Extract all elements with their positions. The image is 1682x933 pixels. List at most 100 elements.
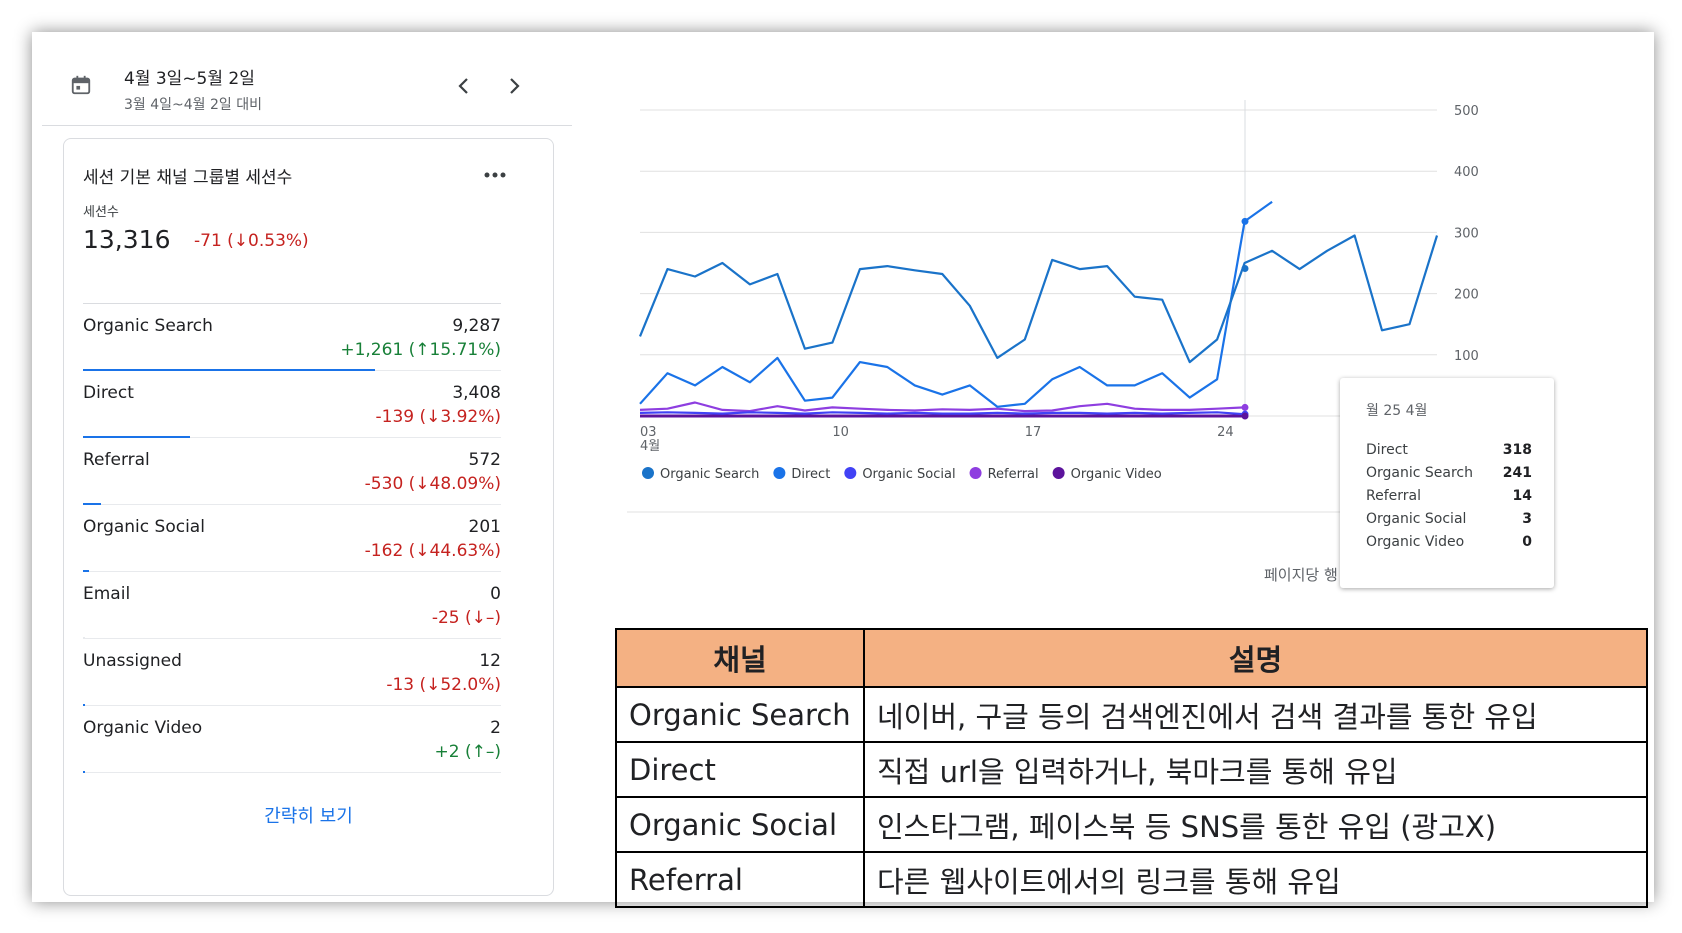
table-cell-description: 인스타그램, 페이스북 등 SNS를 통한 유입 (광고X) bbox=[863, 796, 1648, 853]
channel-share-bar bbox=[83, 637, 85, 639]
compare-range-label: 3월 4일~4월 2일 대비 bbox=[124, 97, 262, 113]
chevron-right-icon[interactable] bbox=[502, 74, 526, 98]
tooltip-row: Organic Search 241 bbox=[1366, 465, 1532, 481]
date-range-label[interactable]: 4월 3일~5월 2일 bbox=[124, 69, 255, 89]
channel-share-bar bbox=[83, 570, 89, 572]
channel-delta: -139 (↓3.92%) bbox=[375, 407, 502, 427]
chevron-left-icon[interactable] bbox=[452, 74, 476, 98]
metric-total: 13,316 bbox=[83, 225, 171, 254]
series-line bbox=[639, 401, 1245, 413]
table-row: Organic Social 인스타그램, 페이스북 등 SNS를 통한 유입 … bbox=[615, 796, 1648, 853]
table-row: Organic Search 네이버, 구글 등의 검색엔진에서 검색 결과를 … bbox=[615, 686, 1648, 743]
tooltip-series-name: Organic Video bbox=[1366, 534, 1465, 550]
legend-label: Organic Video bbox=[1071, 467, 1162, 482]
channel-sessions: 12 bbox=[479, 651, 501, 671]
legend-swatch bbox=[844, 467, 857, 479]
rows-per-page-label: 페이지당 행 bbox=[1264, 566, 1338, 584]
channel-sessions: 2 bbox=[490, 718, 501, 738]
y-tick-label: 400 bbox=[1454, 165, 1479, 180]
channel-delta: -25 (↓–) bbox=[431, 608, 501, 628]
x-tick-label: 24 bbox=[1217, 425, 1234, 440]
screenshot-frame: 4월 3일~5월 2일 3월 4일~4월 2일 대비 세션 기본 채널 그룹별 … bbox=[32, 32, 1654, 908]
x-tick-label: 10 bbox=[832, 425, 849, 440]
channel-delta: +2 (↑–) bbox=[434, 742, 501, 762]
channel-delta: -13 (↓52.0%) bbox=[386, 675, 501, 695]
legend-swatch bbox=[773, 467, 786, 479]
table-cell-channel: Referral bbox=[615, 851, 865, 908]
tooltip-series-value: 3 bbox=[1522, 511, 1532, 527]
channel-sessions: 0 bbox=[490, 584, 501, 604]
channel-share-bar bbox=[83, 771, 85, 773]
table-header-description: 설명 bbox=[863, 628, 1648, 688]
show-less-link[interactable]: 간략히 보기 bbox=[264, 806, 353, 827]
channel-share-bar bbox=[83, 436, 190, 438]
channel-list: Organic Search 9,287 +1,261 (↑15.71%) Di… bbox=[83, 303, 501, 773]
channel-name: Organic Search bbox=[83, 316, 213, 336]
channel-row[interactable]: Unassigned 12 -13 (↓52.0%) bbox=[83, 639, 501, 706]
table-row: Referral 다른 웹사이트에서의 링크를 통해 유입 bbox=[615, 851, 1648, 908]
legend-label: Referral bbox=[988, 467, 1039, 482]
more-options-icon[interactable] bbox=[482, 165, 508, 185]
sessions-by-channel-card: 세션 기본 채널 그룹별 세션수 세션수 13,316 -71 (↓0.53%)… bbox=[63, 138, 554, 896]
channel-row[interactable]: Email 0 -25 (↓–) bbox=[83, 572, 501, 639]
legend-label: Organic Search bbox=[660, 467, 759, 482]
legend-swatch bbox=[642, 467, 654, 479]
hover-point bbox=[1241, 412, 1249, 420]
table-cell-channel: Organic Search bbox=[615, 686, 865, 743]
tooltip-date: 월 25 4월 bbox=[1366, 403, 1428, 419]
tooltip-row: Direct 318 bbox=[1366, 442, 1532, 458]
chart-tooltip: 월 25 4월 Direct 318 Organic Search 241 Re… bbox=[1340, 378, 1554, 588]
card-title: 세션 기본 채널 그룹별 세션수 bbox=[83, 168, 293, 188]
table-cell-description: 네이버, 구글 등의 검색엔진에서 검색 결과를 통한 유입 bbox=[863, 686, 1648, 743]
channel-name: Unassigned bbox=[83, 651, 182, 671]
tooltip-row: Organic Social 3 bbox=[1366, 511, 1532, 527]
legend-label: Organic Social bbox=[862, 467, 955, 482]
tooltip-series-name: Organic Search bbox=[1366, 465, 1474, 481]
table-cell-channel: Direct bbox=[615, 741, 865, 798]
tooltip-series-value: 14 bbox=[1512, 488, 1532, 504]
channel-row[interactable]: Referral 572 -530 (↓48.09%) bbox=[83, 438, 501, 505]
tooltip-series-value: 318 bbox=[1502, 442, 1532, 458]
x-tick-label: 03 bbox=[640, 425, 657, 440]
channel-row[interactable]: Organic Video 2 +2 (↑–) bbox=[83, 706, 501, 773]
date-range-bar[interactable]: 4월 3일~5월 2일 3월 4일~4월 2일 대비 bbox=[42, 32, 572, 126]
hover-point bbox=[1241, 403, 1249, 411]
hover-point bbox=[1241, 217, 1249, 225]
y-tick-label: 300 bbox=[1454, 226, 1479, 241]
table-cell-channel: Organic Social bbox=[615, 796, 865, 853]
legend-swatch bbox=[1052, 467, 1065, 479]
series-line bbox=[638, 234, 1439, 364]
channel-share-bar bbox=[83, 704, 85, 706]
channel-sessions: 572 bbox=[468, 450, 501, 470]
channel-name: Direct bbox=[83, 383, 134, 403]
channel-share-bar bbox=[83, 503, 101, 505]
calendar-icon[interactable] bbox=[70, 74, 92, 96]
tooltip-row: Referral 14 bbox=[1366, 488, 1532, 504]
channel-row[interactable]: Organic Social 201 -162 (↓44.63%) bbox=[83, 505, 501, 572]
channel-description-table: 채널 설명 Organic Search 네이버, 구글 등의 검색엔진에서 검… bbox=[615, 628, 1648, 908]
channel-sessions: 201 bbox=[468, 517, 501, 537]
channel-sessions: 3,408 bbox=[452, 383, 501, 403]
channel-name: Organic Social bbox=[83, 517, 205, 537]
channel-share-bar bbox=[83, 369, 375, 371]
series-line bbox=[639, 200, 1273, 408]
channel-sessions: 9,287 bbox=[452, 316, 501, 336]
tooltip-series-name: Organic Social bbox=[1366, 511, 1467, 527]
legend-swatch bbox=[969, 467, 982, 479]
series-line bbox=[639, 411, 1245, 416]
y-tick-label: 100 bbox=[1454, 349, 1479, 364]
channel-delta: -162 (↓44.63%) bbox=[364, 541, 501, 561]
tooltip-series-value: 0 bbox=[1522, 534, 1532, 550]
x-tick-label: 17 bbox=[1025, 425, 1042, 440]
channel-row[interactable]: Organic Search 9,287 +1,261 (↑15.71%) bbox=[83, 304, 501, 371]
channel-row[interactable]: Direct 3,408 -139 (↓3.92%) bbox=[83, 371, 501, 438]
tooltip-series-value: 241 bbox=[1502, 465, 1532, 481]
y-tick-label: 200 bbox=[1454, 288, 1479, 303]
hover-point bbox=[1241, 265, 1249, 273]
x-tick-sublabel: 4월 bbox=[640, 439, 660, 454]
table-header-row: 채널 설명 bbox=[615, 628, 1648, 688]
table-row: Direct 직접 url을 입력하거나, 북마크를 통해 유입 bbox=[615, 741, 1648, 798]
metric-delta: -71 (↓0.53%) bbox=[194, 231, 309, 251]
channel-delta: -530 (↓48.09%) bbox=[364, 474, 501, 494]
